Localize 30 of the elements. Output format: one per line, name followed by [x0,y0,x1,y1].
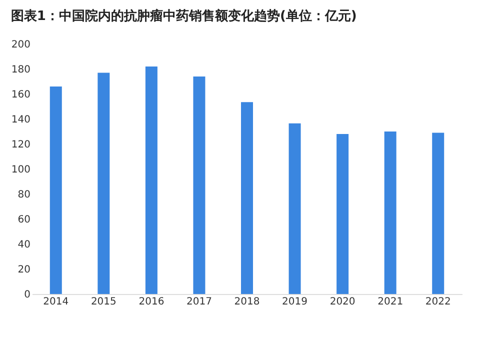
bar [384,132,396,294]
x-tick-label: 2021 [378,296,404,308]
x-tick-label: 2020 [330,296,356,308]
bar [193,76,206,294]
y-tick-label: 140 [11,114,30,126]
bar [432,132,444,294]
y-tick-label: 180 [11,64,30,76]
bar [98,72,110,294]
y-tick-label: 160 [11,90,30,100]
y-tick-label: 60 [18,214,30,226]
chart-title: 图表1：中国院内的抗肿瘤中药销售额变化趋势(单位：亿元) [10,8,357,24]
y-tick-label: 0 [24,290,30,300]
bar [336,134,349,294]
x-tick-label: 2019 [282,296,308,308]
bar [241,102,253,294]
x-tick-label: 2018 [234,296,260,308]
y-tick-label: 20 [18,264,30,276]
x-tick-label: 2022 [425,296,451,308]
x-tick-label: 2014 [43,296,69,308]
y-tick-label: 100 [11,164,30,176]
x-tick-label: 2017 [186,296,212,308]
y-tick-label: 200 [11,40,30,50]
y-tick-label: 80 [18,190,30,200]
x-tick-label: 2015 [90,296,116,308]
bar [145,66,158,294]
bar [288,123,301,294]
y-tick-label: 40 [18,240,30,250]
bar [50,86,62,294]
x-tick-label: 2016 [138,296,164,308]
y-tick-label: 120 [11,140,30,150]
